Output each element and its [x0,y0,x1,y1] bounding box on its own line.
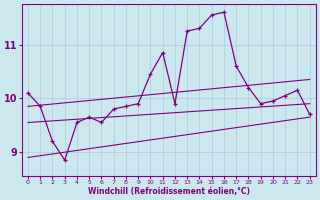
X-axis label: Windchill (Refroidissement éolien,°C): Windchill (Refroidissement éolien,°C) [88,187,250,196]
